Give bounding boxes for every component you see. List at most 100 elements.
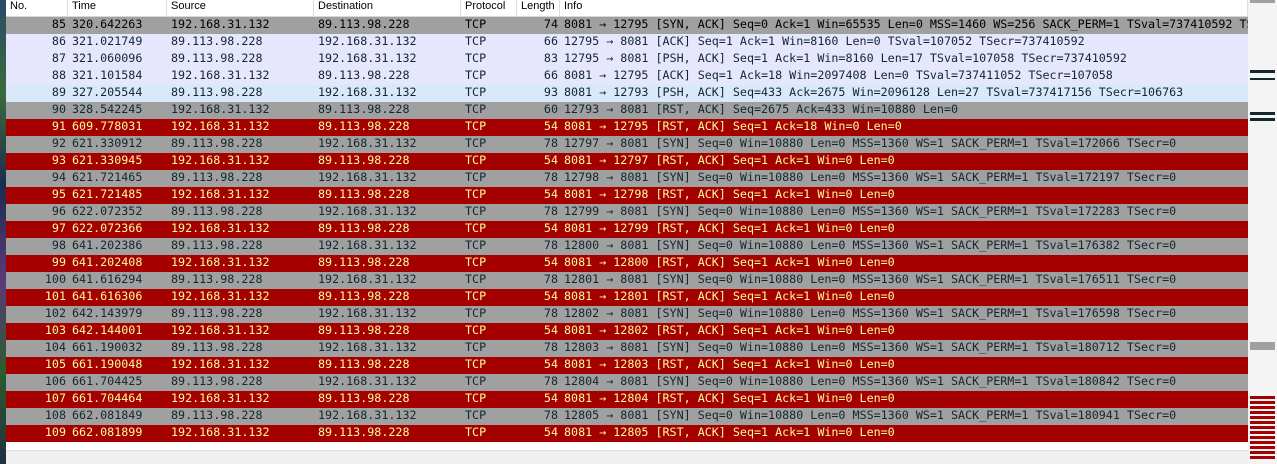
- col-no-cell: 105: [44, 357, 66, 371]
- col-info-cell: 8081 → 12798 [RST, ACK] Seq=1 Ack=1 Win=…: [564, 187, 895, 201]
- col-protocol-cell: TCP: [465, 170, 487, 184]
- col-destination-cell: 192.168.31.132: [318, 272, 417, 286]
- minimap-stripe: [1250, 112, 1275, 115]
- minimap-stripe: [1250, 441, 1275, 444]
- minimap-stripe: [1250, 431, 1275, 434]
- col-source-header: Source: [167, 0, 314, 16]
- packet-row[interactable]: 90 328.542245 192.168.31.132 89.113.98.228 T…: [6, 102, 1248, 119]
- col-protocol-cell: TCP: [465, 272, 487, 286]
- col-source-cell: 192.168.31.132: [171, 221, 270, 235]
- packet-row[interactable]: 91 609.778031 192.168.31.132 89.113.98.228 T…: [6, 119, 1248, 136]
- col-time-cell: 641.202386: [72, 238, 143, 252]
- packet-row[interactable]: 86 321.021749 89.113.98.228 192.168.31.132 T…: [6, 34, 1248, 51]
- col-time-cell: 641.202408: [72, 255, 143, 269]
- col-destination-cell: 192.168.31.132: [318, 408, 417, 422]
- col-length-cell: 78: [543, 136, 558, 150]
- col-source-cell: 192.168.31.132: [171, 425, 270, 439]
- minimap-stripe: [1250, 118, 1275, 121]
- col-no-cell: 101: [44, 289, 66, 303]
- col-protocol-cell: TCP: [465, 136, 487, 150]
- packet-row[interactable]: 107 661.704464 192.168.31.132 89.113.98.228…: [6, 391, 1248, 408]
- minimap-stripe: [1250, 456, 1275, 459]
- col-no-cell: 92: [51, 136, 66, 150]
- col-time-cell: 327.205544: [72, 85, 143, 99]
- minimap-stripe: [1250, 342, 1275, 350]
- minimap-scrollbar[interactable]: [1248, 0, 1277, 464]
- minimap-stripe: [1250, 436, 1275, 439]
- col-destination-cell: 192.168.31.132: [318, 306, 417, 320]
- packet-row[interactable]: 93 621.330945 192.168.31.132 89.113.98.228 T…: [6, 153, 1248, 170]
- col-source-cell: 192.168.31.132: [171, 357, 270, 371]
- col-info-cell: 12799 → 8081 [SYN] Seq=0 Win=10880 Len=0…: [564, 204, 1177, 218]
- col-protocol-cell: TCP: [465, 238, 487, 252]
- packet-row[interactable]: 104 661.190032 89.113.98.228 192.168.31.132…: [6, 340, 1248, 357]
- col-time-cell: 642.143979: [72, 306, 143, 320]
- col-no-cell: 88: [51, 68, 66, 82]
- col-destination-cell: 89.113.98.228: [318, 425, 410, 439]
- col-no-cell: 108: [44, 408, 66, 422]
- col-length-cell: 54: [543, 323, 558, 337]
- packet-row[interactable]: 95 621.721485 192.168.31.132 89.113.98.228 T…: [6, 187, 1248, 204]
- packet-row[interactable]: 88 321.101584 192.168.31.132 89.113.98.228 T…: [6, 68, 1248, 85]
- packet-row[interactable]: 109 662.081899 192.168.31.132 89.113.98.228…: [6, 425, 1248, 442]
- col-info-cell: 12800 → 8081 [SYN] Seq=0 Win=10880 Len=0…: [564, 238, 1177, 252]
- packet-row[interactable]: 102 642.143979 89.113.98.228 192.168.31.132…: [6, 306, 1248, 323]
- col-length-cell: 66: [543, 34, 558, 48]
- col-no-cell: 100: [44, 272, 66, 286]
- col-protocol-header: Protocol: [461, 0, 517, 16]
- minimap-stripe: [1250, 396, 1275, 399]
- col-info-header: Info: [560, 0, 1248, 16]
- packet-row[interactable]: 105 661.190048 192.168.31.132 89.113.98.228…: [6, 357, 1248, 374]
- col-destination-cell: 89.113.98.228: [318, 153, 410, 167]
- col-source-cell: 192.168.31.132: [171, 289, 270, 303]
- col-length-cell: 78: [543, 272, 558, 286]
- col-source-cell: 192.168.31.132: [171, 187, 270, 201]
- col-info-cell: 8081 → 12795 [SYN, ACK] Seq=0 Ack=1 Win=…: [564, 17, 1248, 31]
- col-no-cell: 104: [44, 340, 66, 354]
- col-protocol-cell: TCP: [465, 68, 487, 82]
- packet-row[interactable]: 97 622.072366 192.168.31.132 89.113.98.228 T…: [6, 221, 1248, 238]
- col-protocol-cell: TCP: [465, 102, 487, 116]
- packet-row[interactable]: 99 641.202408 192.168.31.132 89.113.98.228 T…: [6, 255, 1248, 272]
- packet-row[interactable]: 89 327.205544 89.113.98.228 192.168.31.132 T…: [6, 85, 1248, 102]
- col-length-cell: 78: [543, 408, 558, 422]
- col-protocol-cell: TCP: [465, 255, 487, 269]
- col-info-cell: 12795 → 8081 [ACK] Seq=1 Ack=1 Win=8160 …: [564, 34, 1085, 48]
- minimap-stripe: [1250, 78, 1275, 80]
- packet-row[interactable]: 98 641.202386 89.113.98.228 192.168.31.132 T…: [6, 238, 1248, 255]
- col-protocol-cell: TCP: [465, 153, 487, 167]
- packet-row[interactable]: 108 662.081849 89.113.98.228 192.168.31.132…: [6, 408, 1248, 425]
- col-source-cell: 192.168.31.132: [171, 153, 270, 167]
- col-destination-cell: 89.113.98.228: [318, 289, 410, 303]
- col-length-cell: 54: [543, 153, 558, 167]
- col-info-cell: 8081 → 12802 [RST, ACK] Seq=1 Ack=1 Win=…: [564, 323, 895, 337]
- col-info-cell: 12793 → 8081 [RST, ACK] Seq=2675 Ack=433…: [564, 102, 959, 116]
- col-source-cell: 89.113.98.228: [171, 408, 263, 422]
- col-destination-cell: 89.113.98.228: [318, 119, 410, 133]
- packet-row[interactable]: 100 641.616294 89.113.98.228 192.168.31.132…: [6, 272, 1248, 289]
- packet-row[interactable]: 96 622.072352 89.113.98.228 192.168.31.132 T…: [6, 204, 1248, 221]
- col-length-cell: 83: [543, 51, 558, 65]
- packet-row[interactable]: 85 320.642263 192.168.31.132 89.113.98.228 T…: [6, 17, 1248, 34]
- col-source-cell: 89.113.98.228: [171, 170, 263, 184]
- col-length-cell: 54: [543, 289, 558, 303]
- packet-row[interactable]: 94 621.721465 89.113.98.228 192.168.31.132 T…: [6, 170, 1248, 187]
- packet-row[interactable]: 87 321.060096 89.113.98.228 192.168.31.132 T…: [6, 51, 1248, 68]
- col-source-cell: 192.168.31.132: [171, 391, 270, 405]
- col-time-cell: 641.616306: [72, 289, 143, 303]
- col-time-cell: 662.081899: [72, 425, 143, 439]
- col-length-cell: 54: [543, 255, 558, 269]
- packet-row[interactable]: 101 641.616306 192.168.31.132 89.113.98.228…: [6, 289, 1248, 306]
- col-no-cell: 93: [51, 153, 66, 167]
- col-protocol-cell: TCP: [465, 85, 487, 99]
- packet-row[interactable]: 106 661.704425 89.113.98.228 192.168.31.132…: [6, 374, 1248, 391]
- col-source-cell: 89.113.98.228: [171, 374, 263, 388]
- packet-row[interactable]: 103 642.144001 192.168.31.132 89.113.98.228…: [6, 323, 1248, 340]
- col-time-cell: 661.190048: [72, 357, 143, 371]
- col-info-cell: 12805 → 8081 [SYN] Seq=0 Win=10880 Len=0…: [564, 408, 1177, 422]
- col-time-cell: 328.542245: [72, 102, 143, 116]
- packet-row[interactable]: 92 621.330912 89.113.98.228 192.168.31.132 T…: [6, 136, 1248, 153]
- col-info-cell: 8081 → 12801 [RST, ACK] Seq=1 Ack=1 Win=…: [564, 289, 895, 303]
- col-length-cell: 54: [543, 187, 558, 201]
